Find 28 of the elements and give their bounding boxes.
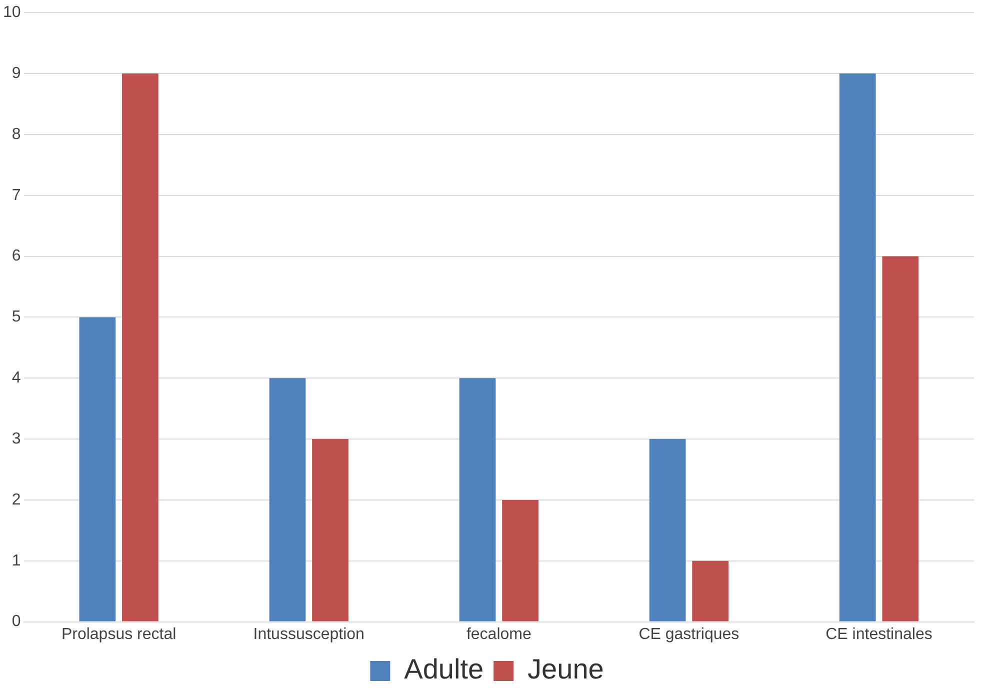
y-tick-label: 0: [12, 613, 21, 630]
bar: [839, 74, 876, 622]
y-tick-label: 3: [12, 430, 21, 448]
y-tick-label: 1: [12, 552, 21, 570]
y-tick-label: 9: [12, 64, 21, 82]
bar: [649, 439, 686, 622]
y-tick-label: 6: [12, 248, 21, 265]
x-tick-label: fecalome: [466, 626, 532, 643]
bar: [459, 378, 496, 622]
y-tick-label: 7: [12, 186, 21, 204]
y-tick-label: 2: [12, 491, 21, 508]
bar: [692, 560, 728, 622]
bar: [269, 378, 306, 622]
bar: [122, 74, 158, 622]
legend-label: Adulte: [404, 654, 484, 685]
legend-label: Jeune: [528, 654, 604, 685]
bar: [312, 439, 348, 622]
y-tick-label: 10: [3, 4, 21, 22]
x-tick-label: CE intestinales: [826, 626, 932, 643]
x-tick-label: CE gastriques: [638, 626, 740, 643]
bar: [502, 500, 538, 622]
bar: [79, 317, 116, 622]
bar: [882, 256, 919, 622]
y-tick-label: 5: [12, 308, 21, 326]
y-tick-label: 8: [12, 126, 21, 143]
y-tick-label: 4: [12, 370, 21, 387]
x-tick-label: Prolapsus rectal: [61, 626, 176, 643]
x-tick-label: Intussusception: [253, 626, 364, 643]
